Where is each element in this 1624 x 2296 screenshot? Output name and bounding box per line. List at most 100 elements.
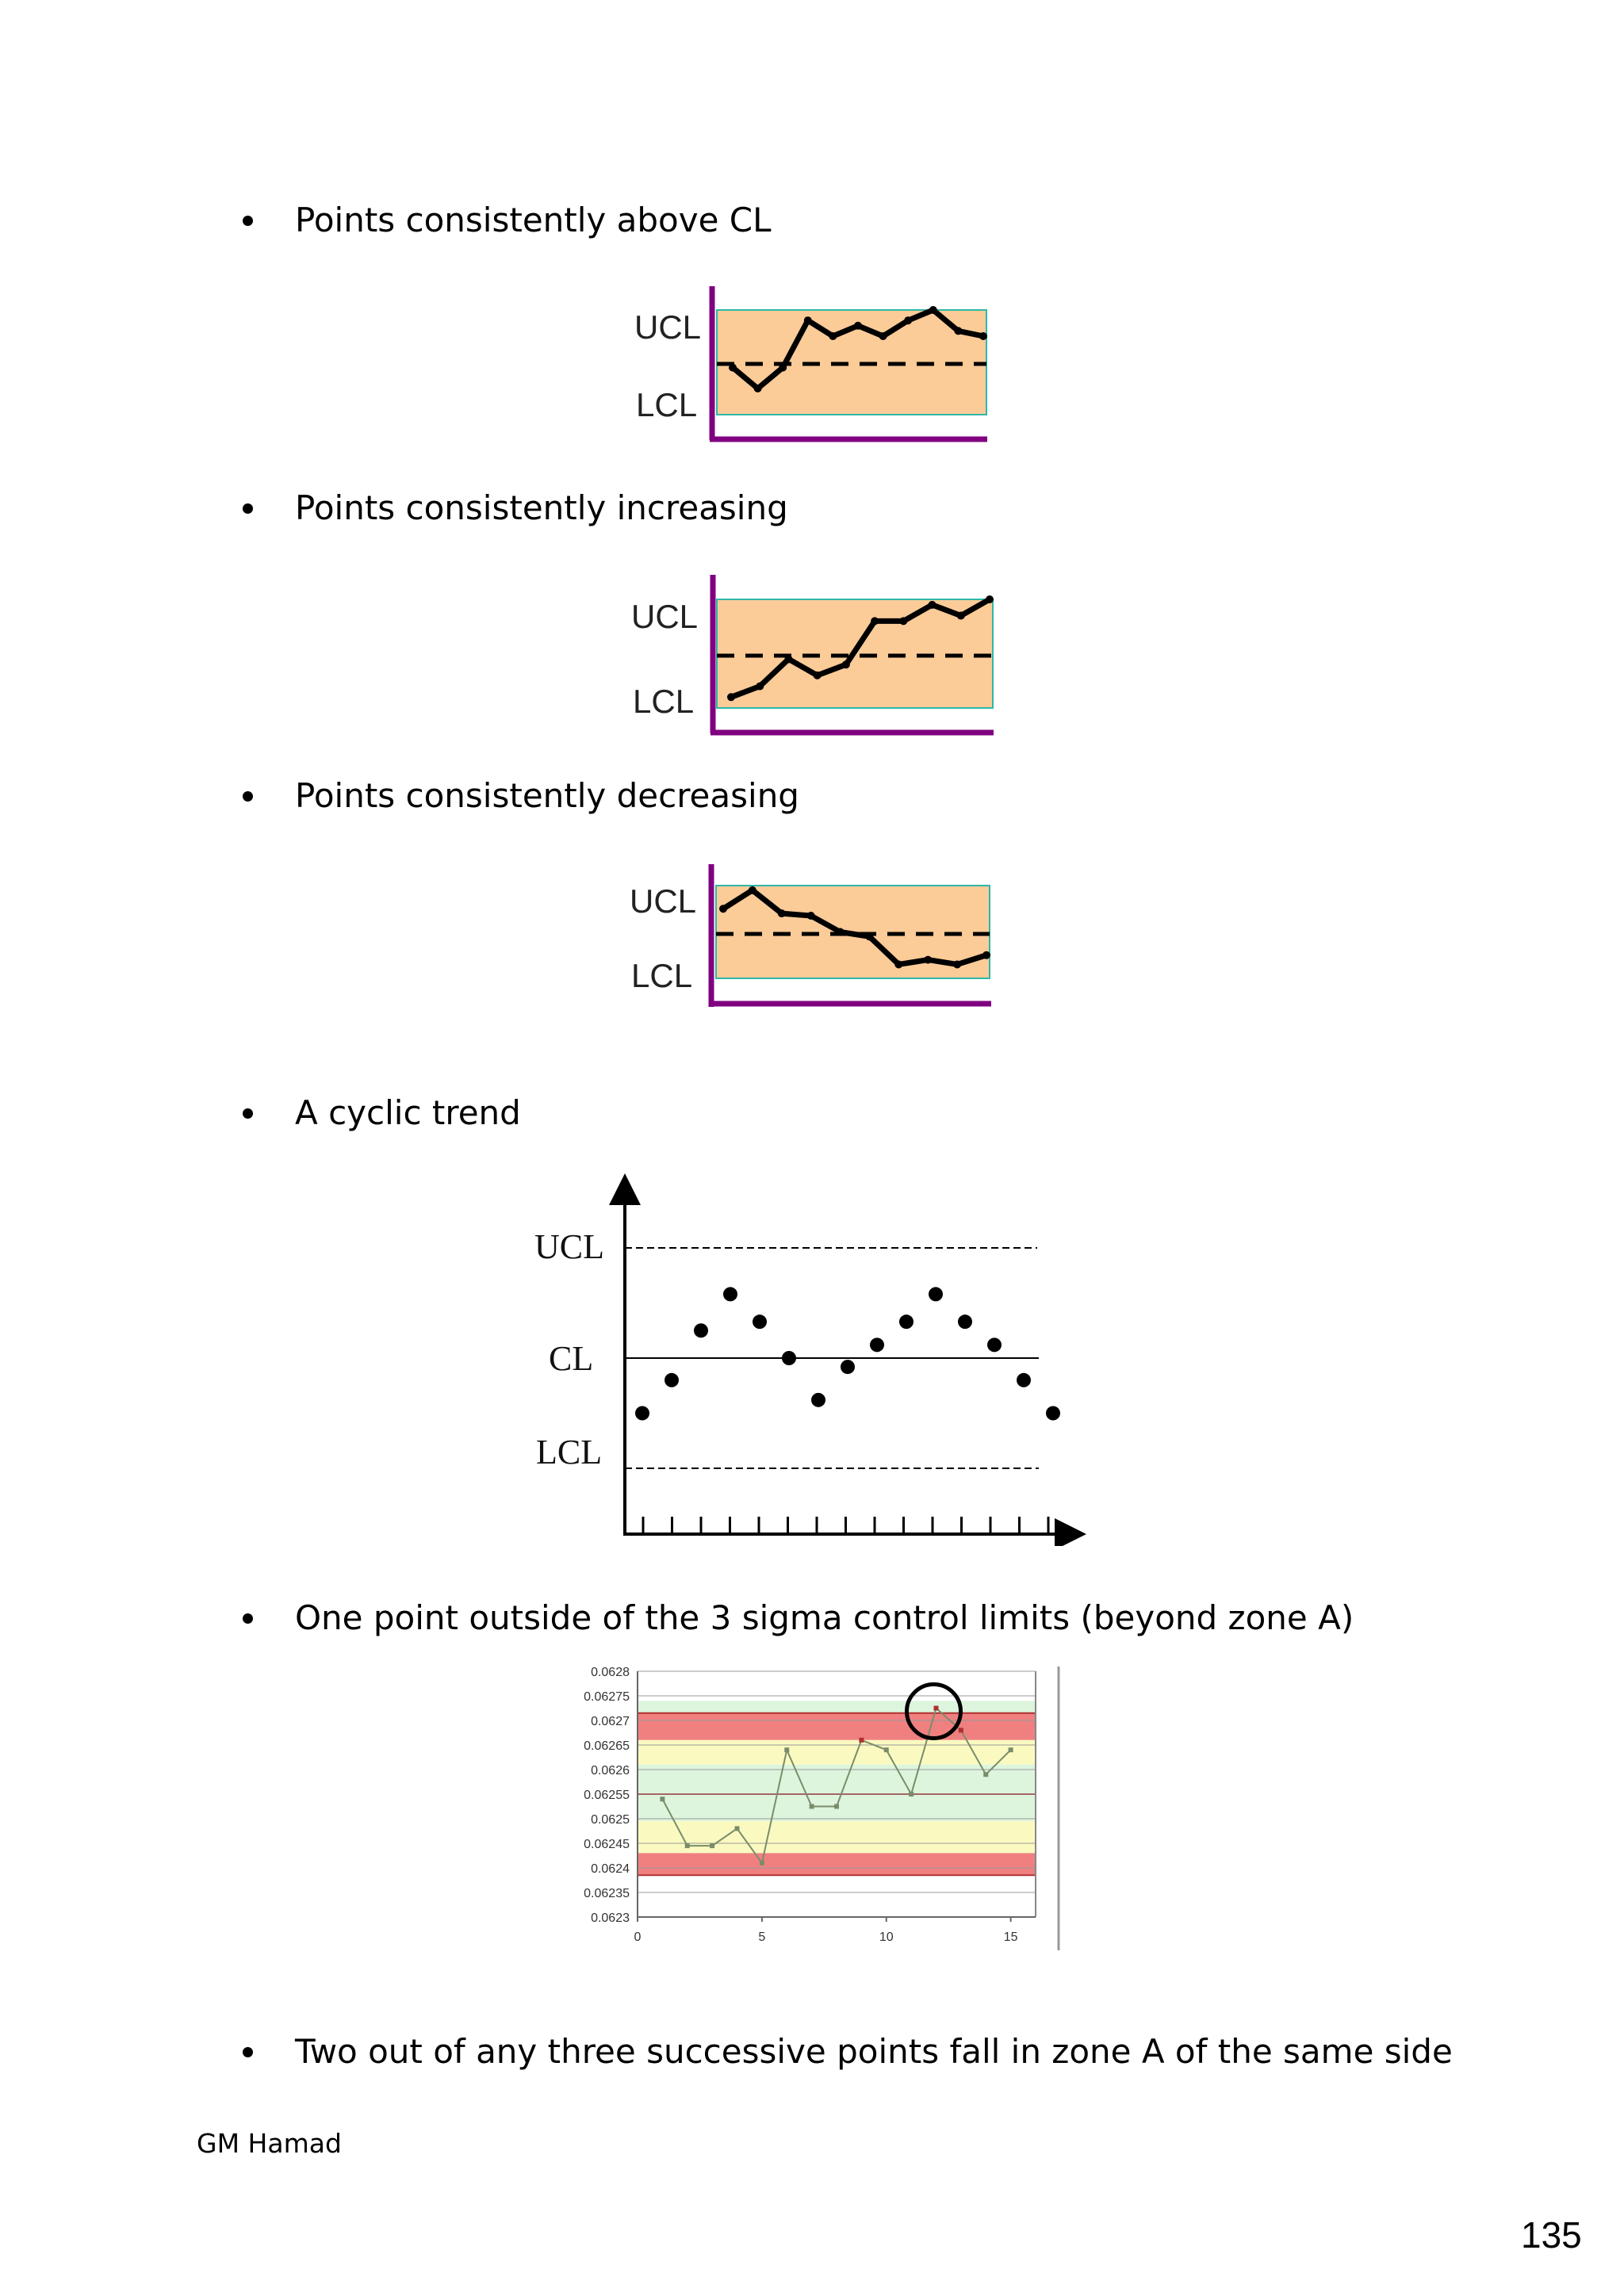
x-tick-label: 0 xyxy=(634,1931,642,1944)
data-point xyxy=(983,1772,989,1777)
y-tick-label: 0.0628 xyxy=(591,1666,630,1679)
bullet-dot xyxy=(243,2047,253,2057)
data-point xyxy=(894,960,903,969)
data-point xyxy=(859,1737,864,1743)
y-tick-label: 0.0627 xyxy=(591,1715,630,1728)
data-series-line xyxy=(722,887,988,967)
data-points xyxy=(729,306,987,392)
y-tick-label: 0.06245 xyxy=(584,1838,630,1851)
data-point xyxy=(748,886,756,894)
data-point xyxy=(729,363,737,372)
footer-author: GM Hamad xyxy=(197,2128,342,2159)
bullet-dot xyxy=(243,791,253,802)
data-point xyxy=(954,327,963,335)
data-point xyxy=(979,332,987,340)
data-point xyxy=(710,1843,715,1849)
data-point xyxy=(727,693,735,702)
y-tick-label: 0.0625 xyxy=(591,1813,630,1827)
bullet-text: One point outside of the 3 sigma control… xyxy=(295,1598,1354,1637)
data-point xyxy=(660,1797,665,1802)
data-point xyxy=(933,1705,939,1711)
data-points xyxy=(719,886,990,969)
data-point xyxy=(904,316,913,325)
data-point xyxy=(958,1314,972,1330)
bullet-text: A cyclic trend xyxy=(295,1093,521,1132)
data-point xyxy=(694,1323,708,1338)
data-point xyxy=(753,385,762,392)
data-point xyxy=(924,955,933,964)
zone-band xyxy=(638,1764,1036,1794)
bullet-text: Points consistently decreasing xyxy=(295,776,799,815)
lcl-label: LCL xyxy=(636,386,697,423)
x-tick-label: 15 xyxy=(1004,1931,1018,1944)
bullet-dot xyxy=(243,1613,253,1624)
data-point xyxy=(777,909,786,918)
highlight-circle xyxy=(905,1682,963,1740)
data-point xyxy=(1017,1372,1031,1387)
y-tick-label: 0.06275 xyxy=(584,1690,630,1704)
bullet-dot xyxy=(243,1108,253,1119)
y-tick-label: 0.0623 xyxy=(591,1911,630,1925)
ucl-label: UCL xyxy=(630,882,696,920)
ucl-label: UCL xyxy=(534,1227,604,1266)
data-point xyxy=(809,1804,814,1809)
lcl-label: LCL xyxy=(536,1433,602,1471)
zone-band xyxy=(638,1712,1036,1740)
lcl-label: LCL xyxy=(631,957,692,994)
x-tick-labels: 0 5 10 15 xyxy=(634,1917,1018,1944)
data-point xyxy=(854,321,862,330)
data-point xyxy=(723,1287,737,1302)
bullet-dot xyxy=(243,216,253,226)
y-tick-label: 0.0626 xyxy=(591,1764,630,1777)
zone-bands xyxy=(638,1701,1036,1877)
x-axis-ticks xyxy=(642,1517,1050,1534)
data-point xyxy=(871,617,879,626)
data-point xyxy=(841,1360,855,1375)
zone-band xyxy=(638,1853,1036,1876)
data-point xyxy=(803,316,812,325)
bullet-text: Two out of any three successive points f… xyxy=(295,2032,1453,2071)
y-tick-labels: 0.0628 0.06275 0.0627 0.06265 0.0626 0.06255 0… xyxy=(584,1666,630,1925)
cl-label: CL xyxy=(549,1339,593,1378)
chart-decreasing: UCL LCL xyxy=(630,864,991,1007)
zone-band xyxy=(638,1701,1036,1713)
data-point xyxy=(958,1728,963,1733)
y-tick-label: 0.06255 xyxy=(584,1789,630,1802)
data-point xyxy=(1046,1406,1060,1421)
data-point xyxy=(813,671,822,679)
data-point xyxy=(865,932,874,941)
data-point xyxy=(841,660,850,669)
data-point xyxy=(953,960,962,969)
data-point xyxy=(829,332,837,340)
data-point xyxy=(929,306,937,314)
x-tick-label: 5 xyxy=(758,1931,765,1944)
data-point xyxy=(734,1826,740,1831)
bullet-dot xyxy=(243,503,253,514)
data-point xyxy=(956,611,965,620)
data-point xyxy=(879,332,887,340)
data-points xyxy=(727,595,994,702)
data-point xyxy=(899,617,908,626)
data-point xyxy=(719,905,727,913)
data-series-line xyxy=(730,596,991,700)
data-point xyxy=(1008,1747,1013,1753)
ucl-label: UCL xyxy=(631,598,698,635)
data-point xyxy=(811,1392,825,1407)
data-point xyxy=(987,1337,1002,1353)
data-point xyxy=(756,682,764,691)
data-point xyxy=(899,1314,914,1330)
data-point xyxy=(870,1337,884,1353)
data-point xyxy=(929,1287,943,1302)
data-point xyxy=(834,1804,839,1809)
zone-band xyxy=(638,1821,1036,1854)
data-point xyxy=(982,951,990,959)
data-points xyxy=(660,1705,1013,1866)
chart-above-cl: UCL LCL xyxy=(634,286,987,442)
chart-increasing: UCL LCL xyxy=(631,575,994,736)
bullet-text: Points consistently above CL xyxy=(295,201,772,239)
x-tick-label: 10 xyxy=(879,1931,894,1944)
data-point xyxy=(784,655,793,664)
data-point xyxy=(883,1747,889,1753)
data-point xyxy=(782,1351,796,1365)
data-point xyxy=(665,1372,679,1387)
